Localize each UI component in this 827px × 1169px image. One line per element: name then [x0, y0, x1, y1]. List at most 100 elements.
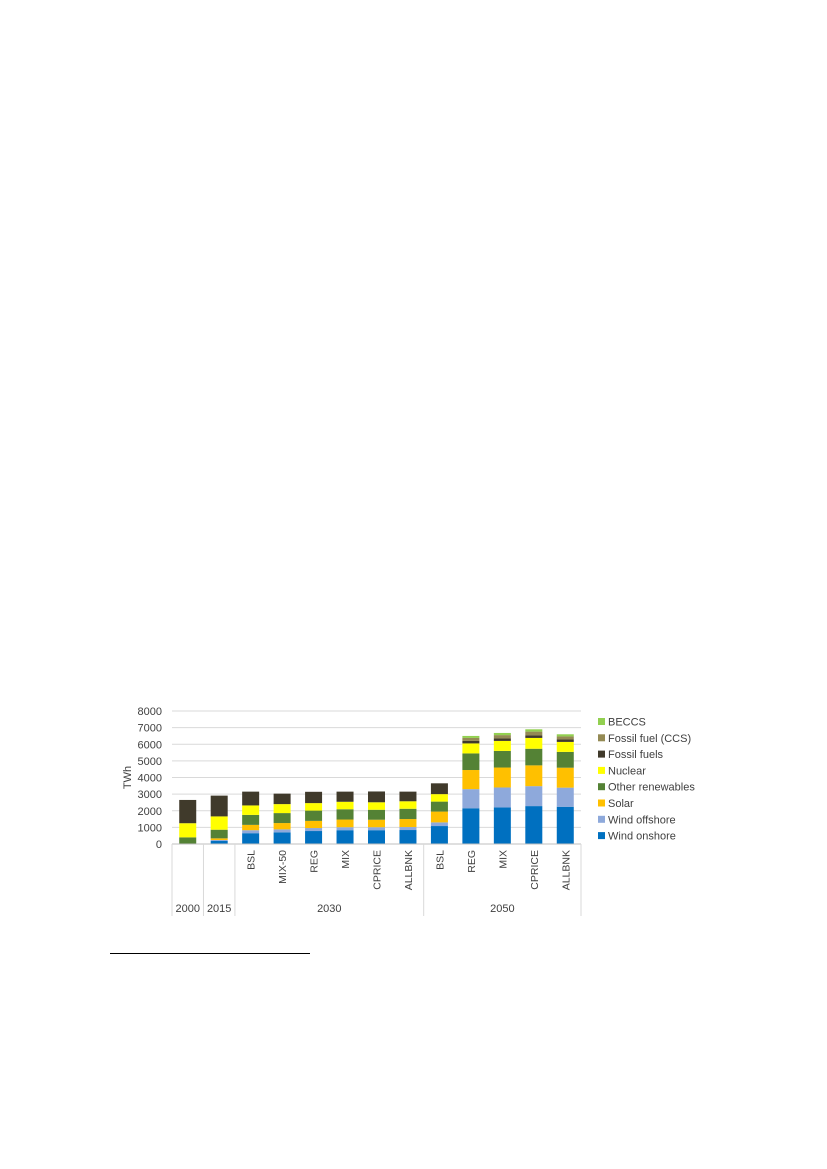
- bar-segment: [305, 831, 323, 844]
- bar-segment: [462, 735, 480, 738]
- bar-segment: [493, 735, 511, 739]
- bar-segment: [210, 838, 228, 841]
- bar-segment: [430, 801, 448, 812]
- bar-segment: [556, 751, 574, 768]
- bar-segment: [462, 753, 480, 771]
- category-label: REG: [466, 850, 478, 873]
- bar-segment: [462, 737, 480, 741]
- category-label: BSL: [434, 850, 446, 870]
- bar-segment: [273, 793, 291, 805]
- bar-segment: [399, 830, 417, 844]
- category-label: ALLBNK: [560, 850, 572, 890]
- y-tick-label: 4000: [138, 773, 162, 785]
- bar-segment: [462, 740, 480, 744]
- bar-segment: [242, 814, 260, 825]
- bar-segment: [179, 837, 197, 844]
- bar-segment: [525, 765, 543, 787]
- bar-segment: [493, 740, 511, 751]
- legend-label: Fossil fuel (CCS): [608, 733, 691, 745]
- y-tick-label: 6000: [138, 739, 162, 751]
- bar-segment: [493, 767, 511, 788]
- bar-segment: [430, 783, 448, 795]
- category-label: CPRICE: [529, 850, 541, 890]
- bar-segment: [430, 811, 448, 823]
- y-tick-label: 8000: [138, 706, 162, 718]
- bar-segment: [493, 787, 511, 808]
- bar-segment: [493, 807, 511, 844]
- bar-segment: [430, 826, 448, 844]
- axes: 0 1000 2000 3000 4000 5000 6000 7000 8000 TWh BSL M…: [122, 706, 582, 916]
- bar-segment: [462, 808, 480, 844]
- group-label: 2030: [317, 903, 341, 915]
- bar-segment: [336, 819, 354, 828]
- bar-segment: [242, 824, 260, 831]
- bar-segment: [305, 820, 323, 829]
- bar-segment: [305, 810, 323, 821]
- bar-segment: [336, 827, 354, 831]
- y-tick-label: 1000: [138, 822, 162, 834]
- bar-segment: [179, 799, 197, 824]
- legend-swatch: [598, 718, 605, 725]
- bar-segment: [336, 809, 354, 820]
- category-label: REG: [309, 850, 321, 873]
- bar-segment: [399, 819, 417, 828]
- bar-segment: [273, 829, 291, 833]
- bar-segment: [368, 830, 385, 844]
- group-label: 2000: [175, 903, 199, 915]
- category-label: MIX: [497, 850, 509, 869]
- bar-segment: [210, 841, 228, 844]
- bar-segment: [462, 789, 480, 809]
- bar-segment: [305, 791, 323, 804]
- legend-label: Wind offshore: [608, 814, 676, 826]
- bar-segment: [430, 794, 448, 802]
- legend-swatch: [598, 766, 605, 774]
- bar-segment: [368, 791, 385, 803]
- bar-segment: [210, 840, 228, 842]
- bar-segment: [368, 802, 385, 810]
- legend: BECCS Fossil fuel (CCS) Fossil fuels Nuclea…: [598, 717, 695, 843]
- bar-segment: [336, 791, 354, 802]
- category-label: MIX-50: [277, 850, 289, 884]
- bar-segment: [556, 736, 574, 740]
- bar-segment: [242, 805, 260, 815]
- legend-swatch: [598, 815, 605, 823]
- bar-segment: [556, 787, 574, 807]
- bar-segment: [399, 801, 417, 809]
- group-label: 2050: [490, 903, 514, 915]
- bar-segment: [336, 801, 354, 810]
- y-tick-label: 3000: [138, 789, 162, 801]
- bar-segment: [336, 830, 354, 844]
- legend-label: Fossil fuels: [608, 749, 664, 761]
- bar-segment: [242, 833, 260, 844]
- bar-segment: [210, 795, 228, 817]
- category-label: CPRICE: [372, 850, 384, 890]
- bar-segment: [399, 827, 417, 831]
- bar-segment: [556, 739, 574, 742]
- y-tick-label: 0: [156, 839, 162, 851]
- bar-segment: [525, 731, 543, 736]
- bar-segment: [273, 823, 291, 830]
- bar-segment: [368, 827, 385, 831]
- bar-segment: [273, 832, 291, 844]
- bar-segment: [305, 803, 323, 811]
- bar-segment: [273, 804, 291, 814]
- bar-segment: [556, 741, 574, 752]
- legend-label: Nuclear: [608, 765, 646, 777]
- category-label: MIX: [340, 850, 352, 869]
- legend-label: Wind onshore: [608, 831, 676, 843]
- bar-segment: [493, 750, 511, 768]
- bar-segment: [462, 743, 480, 754]
- bar-segment: [525, 735, 543, 738]
- bar-segment: [525, 748, 543, 766]
- bar-segment: [273, 813, 291, 824]
- bar-segment: [493, 738, 511, 741]
- category-label: BSL: [246, 850, 258, 870]
- bar-segment: [556, 767, 574, 788]
- bar-segment: [242, 830, 260, 834]
- bar-segment: [305, 828, 323, 832]
- y-tick-label: 7000: [138, 723, 162, 735]
- y-tick-label: 5000: [138, 756, 162, 768]
- bar-segment: [462, 770, 480, 790]
- legend-swatch: [598, 750, 605, 758]
- legend-label: Other renewables: [608, 782, 695, 794]
